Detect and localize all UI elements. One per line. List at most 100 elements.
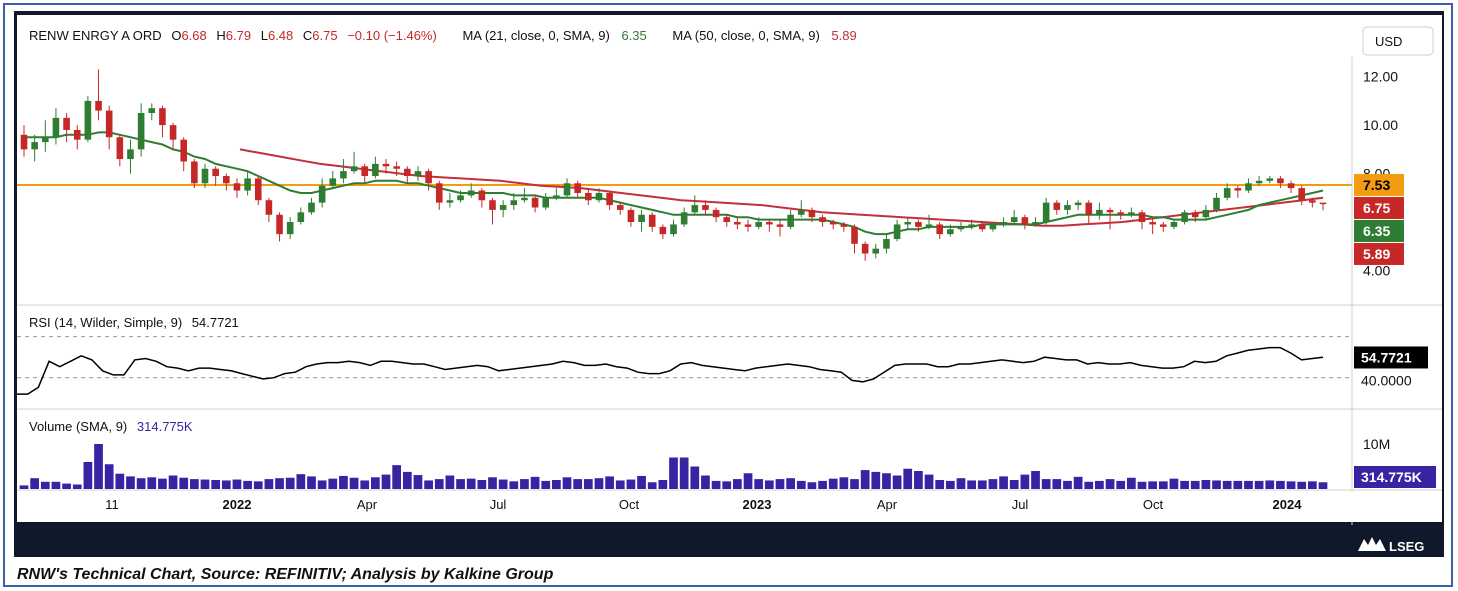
price-tick-label: 10.00	[1363, 117, 1398, 133]
price-badge-label: 5.89	[1363, 246, 1390, 262]
candle-body	[435, 183, 443, 203]
low-value: 6.48	[268, 28, 293, 43]
candle-body	[595, 192, 603, 201]
candle-body	[265, 200, 273, 215]
volume-bar	[392, 465, 402, 489]
candle-body	[1117, 212, 1124, 215]
candle-body	[616, 205, 624, 210]
candle-body	[223, 176, 230, 184]
volume-badge-label: 314.775K	[1361, 469, 1422, 485]
time-tick-label: Apr	[357, 497, 378, 512]
volume-bar	[828, 478, 838, 489]
time-tick-label: 11	[105, 497, 119, 512]
candle-body	[1181, 212, 1188, 223]
volume-bar	[637, 475, 646, 489]
lseg-emblem-icon	[1358, 537, 1386, 551]
rsi-line	[17, 346, 1324, 395]
candle-body	[1309, 200, 1316, 203]
volume-bar	[1158, 481, 1168, 489]
candle-body	[883, 238, 890, 249]
volume-bar	[1212, 480, 1221, 489]
price-tick-label: 12.00	[1363, 69, 1398, 85]
volume-bar	[232, 479, 242, 489]
volume-bar	[285, 477, 295, 489]
volume-bar	[445, 475, 455, 489]
volume-bar	[158, 478, 167, 489]
volume-bar	[200, 479, 210, 489]
volume-bar	[1265, 480, 1275, 489]
volume-badge	[1354, 466, 1436, 488]
candle-body	[723, 217, 731, 223]
chart-frame: RENW ENRGY A ORD O6.68 H6.79 L6.48 C6.75…	[3, 3, 1453, 587]
candle-body	[372, 163, 379, 176]
volume-bar	[136, 478, 146, 489]
candle-body	[947, 229, 954, 235]
volume-bar	[988, 479, 998, 489]
candle-body	[201, 168, 209, 184]
candle-body	[797, 209, 805, 215]
symbol-label: RENW ENRGY A ORD	[29, 28, 162, 43]
price-badge	[1354, 242, 1404, 265]
candle-body	[638, 214, 645, 223]
candle-body	[169, 125, 177, 140]
volume-bar	[51, 481, 61, 489]
volume-bar	[466, 478, 476, 489]
candle-body	[1032, 222, 1039, 225]
volume-tick-label: 10M	[1363, 436, 1390, 452]
volume-bar	[552, 480, 561, 489]
volume-bar	[264, 479, 274, 489]
candle-body	[73, 129, 81, 140]
candle-body	[744, 224, 752, 227]
candle-body	[1128, 212, 1135, 215]
volume-bar	[402, 471, 412, 489]
candle-body	[542, 197, 550, 208]
time-tick-label: Oct	[619, 497, 640, 512]
volume-bar	[594, 478, 604, 489]
rsi-value: 54.7721	[192, 315, 239, 330]
candle-body	[1159, 224, 1167, 227]
plot-area	[17, 15, 1352, 503]
volume-bar	[168, 475, 178, 489]
volume-bar	[360, 480, 370, 489]
candle-body	[148, 108, 156, 114]
time-tick-label: Jul	[1012, 497, 1029, 512]
volume-bar	[722, 481, 732, 489]
volume-bar	[221, 480, 231, 489]
volume-bar	[498, 479, 508, 489]
volume-bar	[786, 478, 795, 489]
volume-bar	[935, 480, 945, 489]
volume-bar	[871, 471, 881, 489]
volume-bar	[1126, 477, 1136, 489]
volume-bar	[179, 477, 189, 489]
currency-button[interactable]: USD	[1375, 34, 1402, 49]
currency-button-box[interactable]	[1362, 26, 1434, 56]
volume-bar	[1190, 480, 1200, 489]
volume-bar	[307, 476, 316, 489]
candle-body	[297, 212, 305, 223]
volume-bar	[541, 480, 551, 489]
candle-body	[467, 190, 475, 196]
candle-body	[819, 217, 826, 223]
close-value: 6.75	[312, 28, 337, 43]
volume-bar	[882, 473, 891, 489]
candle-body	[1170, 222, 1178, 227]
candle-body	[63, 117, 70, 130]
ma21-line	[24, 131, 1324, 236]
ma21-value: 6.35	[621, 28, 646, 43]
volume-bar	[424, 480, 433, 489]
volume-bar	[956, 478, 966, 489]
volume-bar	[743, 473, 753, 489]
volume-bar	[1180, 480, 1189, 489]
rsi-header: RSI (14, Wilder, Simple, 9) 54.7721	[29, 315, 239, 330]
candle-body	[254, 178, 262, 201]
candle-body	[1319, 202, 1327, 205]
volume-bar	[573, 479, 583, 489]
volume-bar	[754, 479, 764, 489]
volume-bar	[253, 481, 263, 489]
candle-body	[340, 171, 347, 179]
volume-bar	[1201, 480, 1211, 489]
candle-body	[425, 171, 432, 184]
volume-bar	[1254, 480, 1264, 489]
candle-body	[404, 168, 411, 176]
price-tick-label: 4.00	[1363, 262, 1390, 278]
